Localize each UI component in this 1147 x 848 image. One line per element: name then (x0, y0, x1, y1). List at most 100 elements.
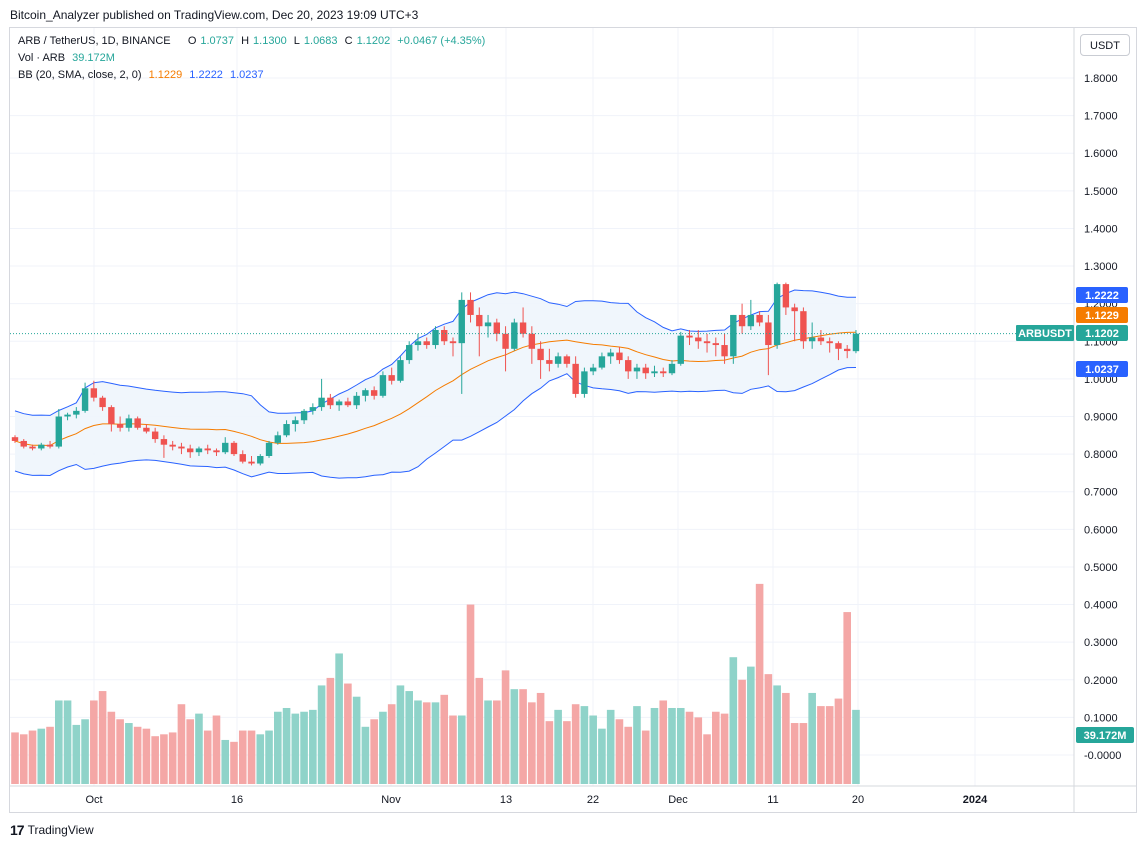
volume-bar (650, 707, 659, 784)
candle-body (134, 418, 141, 428)
publisher-line: Bitcoin_Analyzer published on TradingVie… (10, 8, 419, 22)
volume-bar (685, 711, 694, 784)
candle-body (81, 388, 89, 411)
y-tick-label: 0.2000 (1084, 675, 1118, 687)
y-tick-label: 1.8000 (1084, 73, 1118, 85)
candle-body (230, 442, 238, 455)
candle-body (178, 446, 185, 449)
candle-body (554, 356, 562, 364)
volume-bar (317, 685, 326, 784)
candle-body (116, 424, 124, 428)
legend-bb-label[interactable]: BB (20, SMA, close, 2, 0) (18, 69, 142, 81)
candle-body (633, 367, 641, 372)
candle-body (73, 410, 80, 415)
volume-bar (834, 698, 843, 784)
volume-bar (825, 706, 834, 784)
candle-body (668, 363, 676, 374)
x-tick-label: 11 (767, 794, 778, 806)
candle-body (449, 341, 457, 344)
x-tick-label: Dec (668, 794, 688, 806)
legend-symbol[interactable]: ARB / TetherUS, 1D, BINANCE (18, 35, 171, 47)
volume-bar (501, 670, 510, 784)
candle-body (64, 414, 71, 417)
candle-body (817, 337, 825, 342)
volume-bar (808, 692, 816, 784)
candle-body (38, 444, 45, 449)
legend-volume: Vol · ARB 39.172M (18, 52, 119, 64)
volume-bar (90, 700, 98, 784)
y-tick-label: 0.6000 (1084, 524, 1118, 536)
volume-bar (230, 741, 238, 784)
candle-body (607, 352, 614, 357)
currency-unit-button[interactable]: USDT (1080, 34, 1130, 56)
candle-body (257, 455, 264, 464)
candle-body (519, 322, 527, 334)
volume-bar (396, 685, 405, 784)
candle-body (712, 343, 719, 346)
candle-body (283, 424, 290, 436)
candle-body (800, 311, 807, 342)
volume-bar (598, 728, 606, 784)
candle-body (397, 360, 404, 381)
candle-body (730, 314, 737, 357)
volume-bar (46, 726, 54, 784)
y-tick-label: 0.7000 (1084, 487, 1118, 499)
legend-open-label: O (187, 35, 197, 47)
candle-body (756, 314, 763, 323)
legend-vol-value: 39.172M (72, 52, 115, 64)
candle-body (563, 356, 571, 364)
volume-bar (282, 707, 291, 784)
volume-bar (238, 730, 247, 784)
candle-body (300, 410, 308, 421)
volume-bar (633, 706, 641, 784)
volume-bar (720, 713, 729, 784)
price-tag-symbol-bg (1016, 325, 1074, 341)
volume-bar (659, 700, 668, 784)
candle-body (686, 335, 693, 338)
candle-body (589, 367, 597, 372)
legend-bb-basis: 1.1229 (148, 69, 183, 81)
legend-close: 1.1202 (356, 35, 391, 47)
legend-vol-label[interactable]: Vol · ARB (18, 52, 66, 64)
footer-brand[interactable]: 17 TradingView (10, 822, 94, 838)
y-tick-label: 0.9000 (1084, 412, 1118, 424)
volume-bar (466, 604, 475, 784)
candle-body (143, 427, 150, 432)
candle-body (808, 337, 816, 342)
candle-body (20, 440, 27, 447)
candle-body (537, 348, 544, 361)
legend-open: 1.0737 (200, 35, 235, 47)
candle-body (581, 371, 588, 394)
candle-body (844, 348, 851, 352)
legend-change: +0.0467 (+4.35%) (397, 35, 486, 47)
volume-bar (28, 730, 37, 784)
volume-bar (98, 691, 107, 784)
candle-body (835, 343, 842, 349)
tradingview-logo-icon: 17 (10, 822, 25, 838)
volume-bar (440, 694, 449, 784)
volume-bar (221, 739, 230, 784)
volume-bar (256, 734, 265, 784)
volume-bar (160, 734, 168, 784)
volume-bar (361, 726, 370, 784)
volume-bar (387, 704, 396, 784)
candle-body (703, 341, 711, 344)
candle-body (484, 322, 492, 327)
candle-body (406, 345, 413, 361)
volume-bar (790, 723, 799, 784)
legend-low-label: L (293, 35, 300, 47)
candle-body (187, 448, 194, 453)
volume-bar (344, 683, 352, 784)
volume-bar (274, 711, 282, 784)
x-tick-label: 13 (500, 794, 512, 806)
volume-bar (457, 715, 466, 784)
candle-body (642, 367, 649, 374)
candle-body (29, 446, 36, 449)
candle-body (125, 418, 133, 428)
volume-bar (265, 730, 273, 784)
volume-bar (309, 709, 317, 784)
volume-bar (484, 700, 492, 784)
candle-body (476, 314, 483, 327)
tradingview-brand: TradingView (27, 823, 94, 837)
